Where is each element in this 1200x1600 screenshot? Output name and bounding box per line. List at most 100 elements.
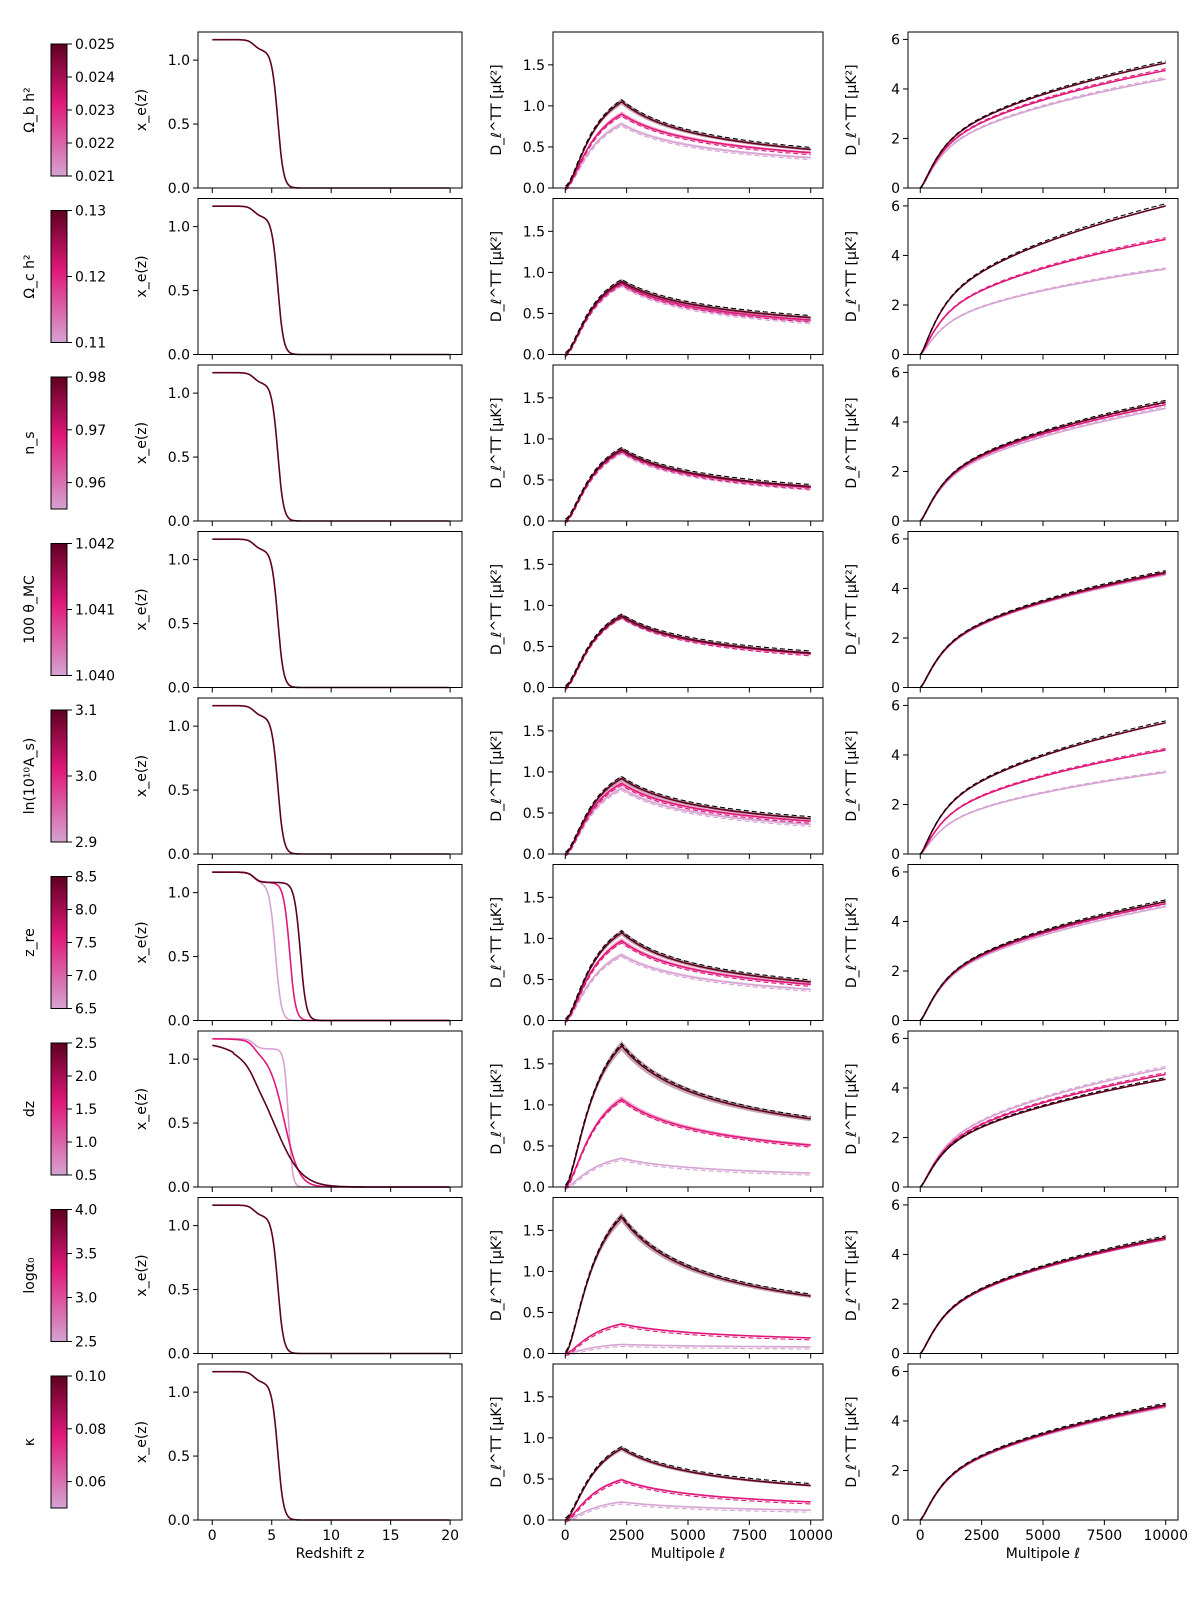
panel-ksz_cum: 0 2 4 6 D_ℓ^TT [μK²] (844, 364, 1179, 530)
colorbar-tick-label: 0.5 (75, 1168, 97, 1184)
y-tick-label: 1.0 (523, 265, 545, 281)
y-tick-label: 0 (891, 181, 900, 197)
y-tick-label: 6 (891, 698, 900, 714)
y-tick-label: 1.0 (168, 53, 190, 69)
y-axis-label: D_ℓ^TT [μK²] (489, 1063, 505, 1154)
axes-frame (552, 697, 824, 855)
ksz-cum-curve (919, 900, 1166, 1022)
y-tick-label: 6 (891, 365, 900, 381)
xe-curve (212, 871, 450, 1022)
axes-frame (197, 31, 463, 189)
panel-ksz_diff: 0.0 0.5 1.0 1.5 D_ℓ^TT [μK²] (489, 531, 824, 697)
ksz-cum-ref-curve (919, 1405, 1166, 1521)
ksz-cum-ref-curve (919, 406, 1166, 522)
panel-ksz_diff: 0.0 0.5 1.0 1.5 D_ℓ^TT [μK²] (489, 364, 824, 530)
ksz-curve (565, 1157, 811, 1188)
x-axis-label: Redshift z (296, 1546, 365, 1562)
x-tick-label: 10000 (1143, 1528, 1188, 1544)
axes-frame (907, 864, 1179, 1021)
x-tick-label: 7500 (1087, 1528, 1123, 1544)
axes-frame (907, 31, 1179, 189)
xe-curve (212, 38, 450, 189)
y-tick-label: 0.5 (523, 806, 545, 822)
y-tick-label: 1.0 (523, 598, 545, 614)
ksz-ref-curve (565, 617, 811, 690)
y-axis-label: D_ℓ^TT [μK²] (489, 64, 505, 155)
y-tick-label: 1.0 (168, 719, 190, 735)
y-axis-label: D_ℓ^TT [μK²] (844, 897, 860, 988)
y-tick-label: 1.0 (523, 1098, 545, 1114)
colorbar-tick-label: 0.023 (75, 103, 115, 119)
param-label: dz (22, 1101, 38, 1117)
ksz-ref-curve (565, 784, 811, 857)
x-tick-label: 10000 (788, 1528, 833, 1544)
y-tick-label: 1.5 (523, 58, 545, 74)
y-tick-label: 0.5 (168, 1283, 190, 1299)
y-tick-label: 0.0 (168, 1180, 190, 1196)
y-axis-label: D_ℓ^TT [μK²] (844, 1396, 860, 1487)
colorbar-tick-label: 0.13 (75, 204, 106, 220)
x-tick-label: 0 (208, 1528, 217, 1544)
row-7: 0.5 1.0 1.5 2.0 2.5 dz 0.0 0.5 1.0 x_e(z) 0.0 0.5 1.… (22, 1030, 1179, 1196)
panel-xe: 0.0 0.5 1.0 x_e(z) 0 5 10 15 20 Redshift z (134, 1363, 463, 1562)
ksz-curve (565, 1501, 811, 1521)
panel-ksz_cum: 0 2 4 6 D_ℓ^TT [μK²] 0 2500 5000 7500 10000 Multip… (844, 1363, 1188, 1562)
colorbar-tick-label: 6.5 (75, 1002, 97, 1018)
ksz-curve (564, 777, 811, 855)
y-tick-label: 0 (891, 514, 900, 530)
y-tick-label: 0.0 (523, 1014, 545, 1030)
ksz-band (565, 98, 811, 188)
y-tick-label: 0.5 (168, 1449, 190, 1465)
ksz-cum-ref-curve (919, 770, 1166, 855)
param-label: n_s (22, 431, 38, 454)
ksz-cum-ref-curve (919, 570, 1166, 688)
colorbar-tick-label: 1.042 (75, 537, 115, 553)
y-tick-label: 4 (891, 1247, 900, 1263)
ksz-cum-curve (919, 62, 1166, 189)
y-tick-label: 2 (891, 797, 900, 813)
x-tick-label: 0 (561, 1528, 570, 1544)
y-tick-label: 4 (891, 1414, 900, 1430)
ksz-ref-curve (565, 453, 811, 524)
panel-ksz_diff: 0.0 0.5 1.0 1.5 D_ℓ^TT [μK²] (489, 1030, 824, 1196)
panel-ksz_cum: 0 2 4 6 D_ℓ^TT [μK²] (844, 531, 1179, 697)
axes-frame (552, 1363, 824, 1521)
param-label: κ (22, 1438, 38, 1446)
y-tick-label: 4 (891, 581, 900, 597)
ksz-cum-ref-curve (919, 571, 1166, 688)
ksz-ref-curve (565, 1503, 811, 1523)
y-tick-label: 1.0 (523, 1431, 545, 1447)
axes-frame (552, 864, 824, 1021)
ksz-curve (564, 953, 811, 1022)
ksz-ref-curve (565, 789, 811, 857)
y-tick-label: 6 (891, 1198, 900, 1214)
y-tick-label: 4 (891, 748, 900, 764)
panel-ksz_cum: 0 2 4 6 D_ℓ^TT [μK²] (844, 697, 1179, 863)
ksz-cum-curve (919, 572, 1166, 689)
ksz-cum-ref-curve (919, 267, 1166, 355)
panel-xe: 0.0 0.5 1.0 x_e(z) (134, 364, 463, 530)
ksz-cum-curve (919, 1236, 1166, 1355)
row-5: 2.93.03.1ln(10¹⁰A_s)0.00.51.0x_e(z)0.00.… (22, 697, 1179, 863)
ksz-ref-curve (565, 1325, 811, 1357)
ksz-cum-ref-curve (919, 76, 1166, 189)
colorbar-tick-label: 0.97 (75, 423, 106, 439)
ksz-cum-curve (919, 771, 1166, 855)
ksz-cum-curve (919, 571, 1166, 689)
y-tick-label: 0.5 (168, 1116, 190, 1132)
y-tick-label: 0.5 (168, 117, 190, 133)
ksz-cum-ref-curve (919, 1403, 1166, 1521)
ksz-ref-curve (565, 942, 811, 1023)
ksz-cum-curve (919, 905, 1166, 1022)
ksz-ref-curve (565, 1159, 811, 1190)
y-tick-label: 1.0 (523, 931, 545, 947)
x-tick-label: 7500 (732, 1528, 768, 1544)
panel-ksz_diff: 0.0 0.5 1.0 1.5 D_ℓ^TT [μK²] (489, 697, 824, 863)
axes-frame (197, 1363, 463, 1521)
colorbar (50, 1375, 68, 1509)
panel-xe: 0.0 0.5 1.0 x_e(z) (134, 531, 463, 697)
y-tick-label: 0.5 (168, 450, 190, 466)
y-axis-label: x_e(z) (134, 1254, 150, 1296)
ksz-band (565, 121, 811, 188)
y-tick-label: 0.0 (523, 181, 545, 197)
